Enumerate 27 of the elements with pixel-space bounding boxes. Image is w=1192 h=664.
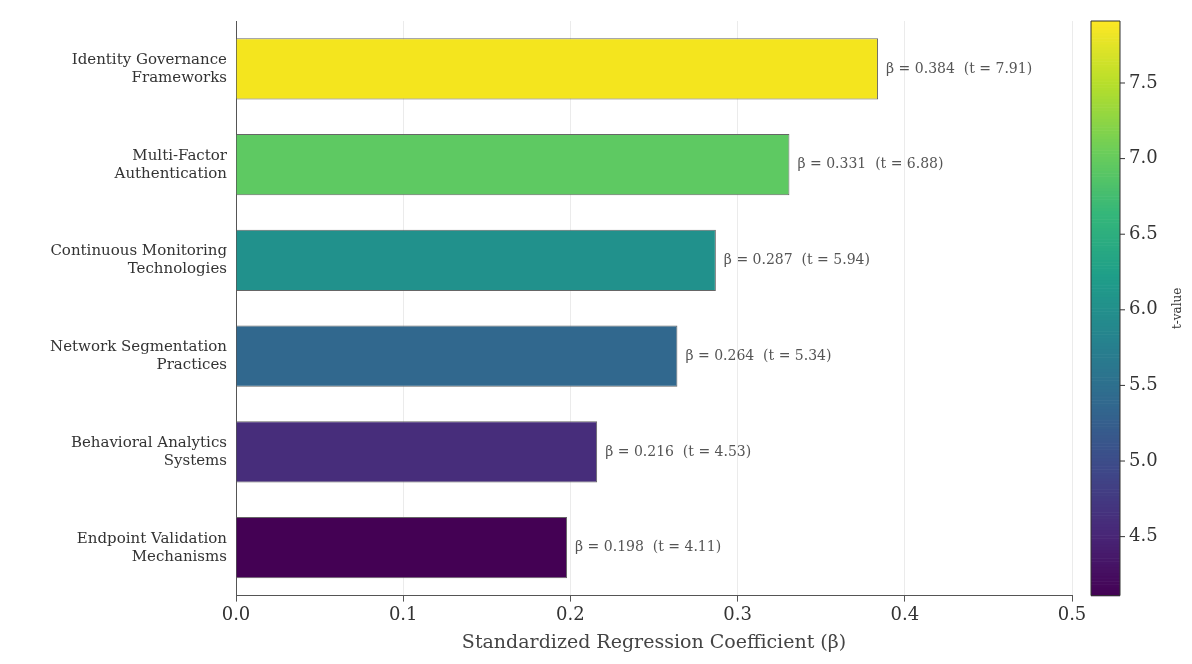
color-bar-label: 4.5 bbox=[1129, 524, 1158, 546]
color-bar-label: 7.0 bbox=[1129, 146, 1158, 168]
data-label: β = 0.198 (t = 4.11) bbox=[575, 538, 722, 555]
color-bar-label: 6.0 bbox=[1129, 297, 1158, 319]
data-label: β = 0.384 (t = 7.91) bbox=[886, 59, 1033, 76]
data-label: β = 0.287 (t = 5.94) bbox=[723, 251, 870, 268]
y-tick-label: Endpoint Validation Mechanisms bbox=[76, 528, 228, 565]
y-tick-label: Identity Governance Frameworks bbox=[71, 49, 228, 86]
x-tick-label: 0.4 bbox=[890, 603, 920, 625]
x-tick-label: 0.2 bbox=[556, 603, 585, 625]
x-tick-label: 0.0 bbox=[221, 603, 251, 625]
color-bar-label: 6.5 bbox=[1129, 221, 1158, 243]
x-tick-label: 0.3 bbox=[723, 603, 752, 625]
color-bar-title: t-value bbox=[1170, 287, 1185, 330]
x-tick-label: 0.1 bbox=[388, 603, 418, 625]
color-bar-label: 5.0 bbox=[1129, 448, 1158, 470]
x-axis-title: Standardized Regression Coefficient (β) bbox=[461, 629, 847, 652]
data-label: β = 0.216 (t = 4.53) bbox=[605, 442, 752, 459]
data-label: β = 0.264 (t = 5.34) bbox=[685, 346, 832, 363]
y-tick-label: Behavioral Analytics Systems bbox=[70, 432, 227, 469]
data-label: β = 0.331 (t = 6.88) bbox=[797, 155, 944, 172]
color-bar-label: 5.5 bbox=[1129, 373, 1158, 395]
x-tick-label: 0.5 bbox=[1057, 603, 1087, 625]
y-tick-label: Network Segmentation Practices bbox=[50, 337, 228, 374]
y-tick-label: Continuous Monitoring Technologies bbox=[50, 241, 228, 278]
y-tick-label: Multi-Factor Authentication bbox=[113, 145, 228, 182]
color-bar-label: 7.5 bbox=[1129, 70, 1158, 92]
